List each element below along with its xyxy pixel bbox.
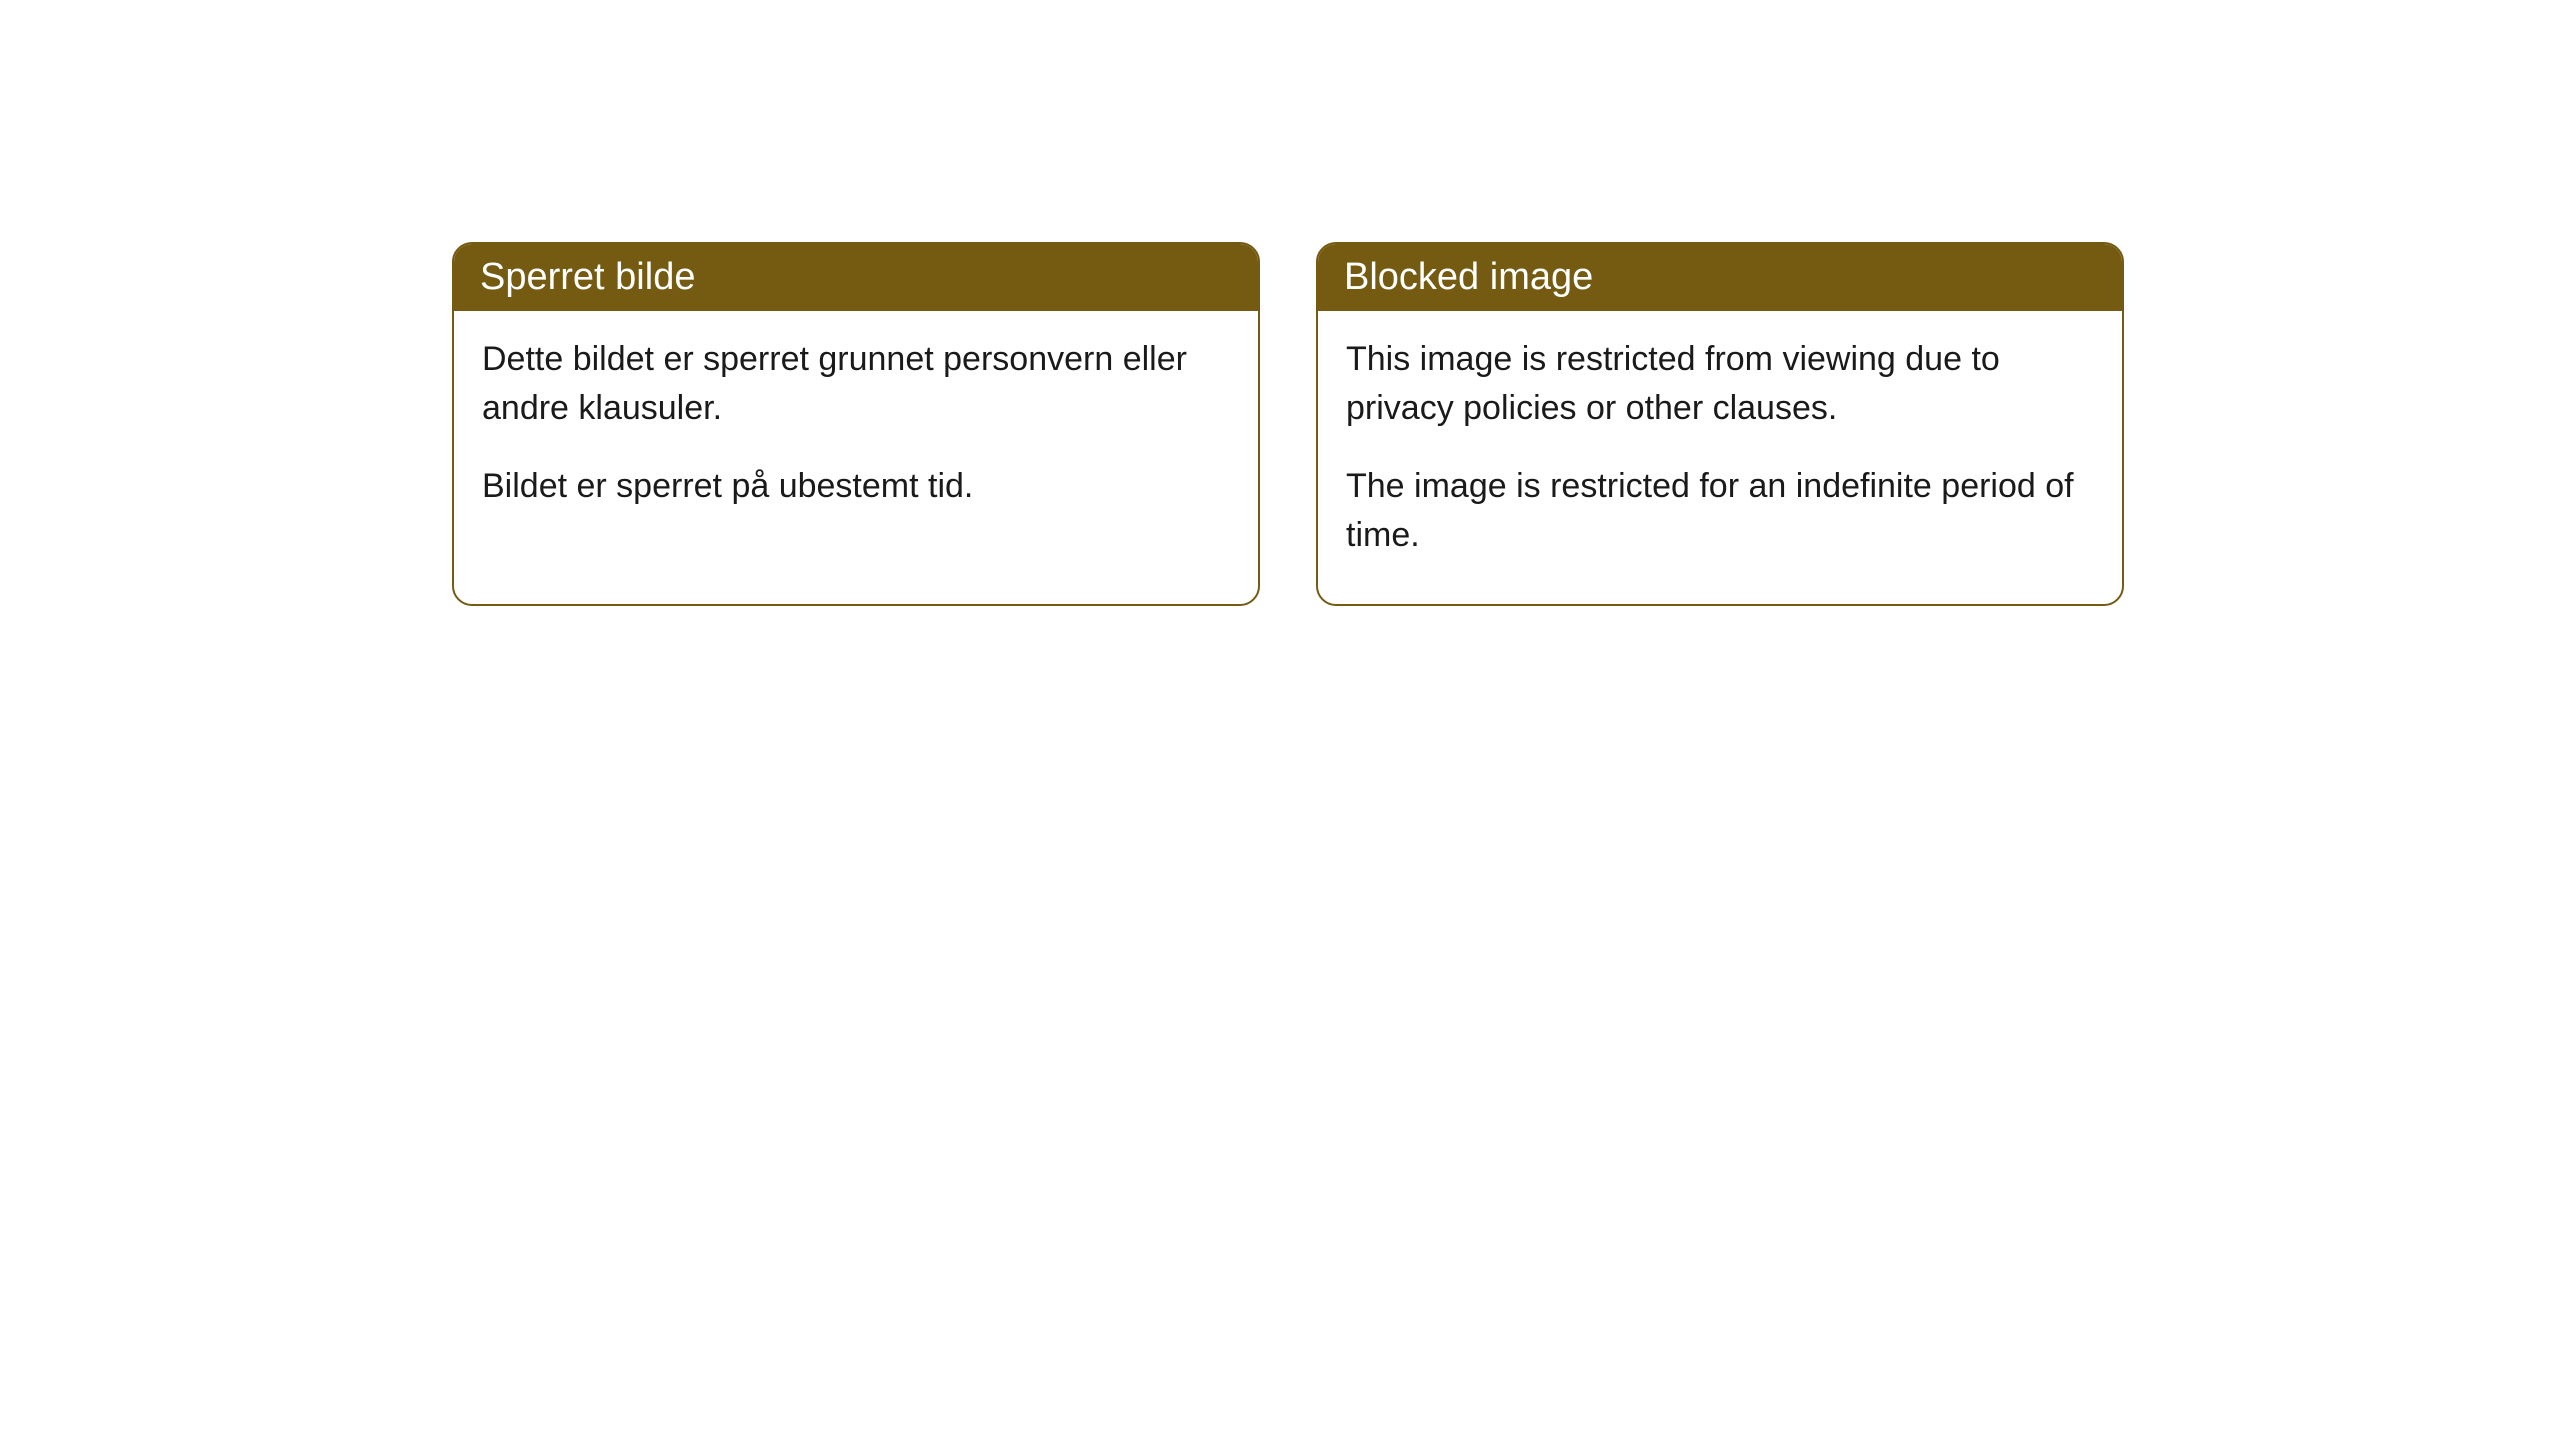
notice-paragraph: This image is restricted from viewing du…	[1346, 335, 2094, 434]
blocked-image-card-norwegian: Sperret bilde Dette bildet er sperret gr…	[452, 242, 1260, 606]
card-header-norwegian: Sperret bilde	[454, 244, 1258, 311]
notice-paragraph: Dette bildet er sperret grunnet personve…	[482, 335, 1230, 434]
card-body-norwegian: Dette bildet er sperret grunnet personve…	[454, 311, 1258, 555]
card-title: Blocked image	[1344, 256, 1593, 298]
blocked-image-card-english: Blocked image This image is restricted f…	[1316, 242, 2124, 606]
notice-paragraph: The image is restricted for an indefinit…	[1346, 462, 2094, 561]
notice-paragraph: Bildet er sperret på ubestemt tid.	[482, 462, 1230, 511]
card-header-english: Blocked image	[1318, 244, 2122, 311]
notice-cards-container: Sperret bilde Dette bildet er sperret gr…	[0, 0, 2560, 606]
card-title: Sperret bilde	[480, 256, 695, 298]
card-body-english: This image is restricted from viewing du…	[1318, 311, 2122, 604]
